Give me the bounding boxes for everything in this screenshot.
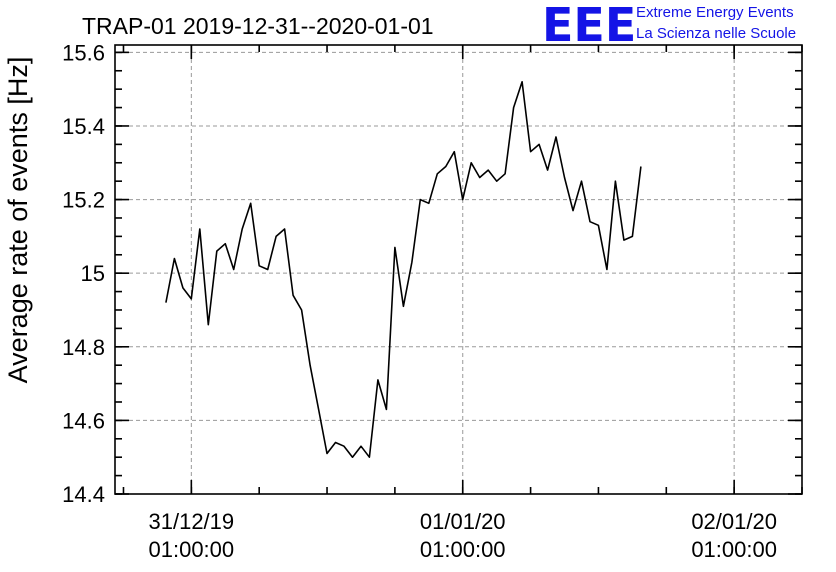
- x-tick-label-date: 01/01/20: [420, 509, 506, 534]
- plot-frame: [114, 44, 803, 495]
- y-tick-labels: 14.4 14.6 14.8 15 15.2 15.4 15.6: [62, 40, 105, 507]
- y-tick-label: 14.8: [62, 335, 105, 360]
- eee-logo: EEE Extreme Energy Events La Scienza nel…: [542, 0, 796, 52]
- x-tick-label-date: 31/12/19: [149, 509, 235, 534]
- axis-ticks: [115, 45, 803, 495]
- y-tick-label: 15: [81, 261, 105, 286]
- y-tick-label: 14.6: [62, 408, 105, 433]
- brand-line-1: Extreme Energy Events: [636, 4, 794, 21]
- x-tick-label-date: 02/01/20: [691, 509, 777, 534]
- brand-line-2: La Scienza nelle Scuole: [636, 25, 796, 42]
- x-tick-label-time: 01:00:00: [691, 537, 777, 562]
- x-tick-label-time: 01:00:00: [149, 537, 235, 562]
- y-tick-label: 15.6: [62, 40, 105, 65]
- x-tick-label-time: 01:00:00: [420, 537, 506, 562]
- y-tick-label: 15.4: [62, 114, 105, 139]
- y-tick-label: 15.2: [62, 188, 105, 213]
- series-line: [165, 81, 642, 458]
- y-tick-label: 14.4: [62, 482, 105, 507]
- eee-logo-text: EEE: [542, 0, 636, 52]
- y-axis-label: Average rate of events [Hz]: [3, 57, 33, 384]
- chart-title: TRAP-01 2019-12-31--2020-01-01: [82, 13, 434, 39]
- grid: [115, 45, 802, 494]
- x-tick-labels: 31/12/19 01:00:00 01/01/20 01:00:00 02/01/20…: [149, 509, 777, 562]
